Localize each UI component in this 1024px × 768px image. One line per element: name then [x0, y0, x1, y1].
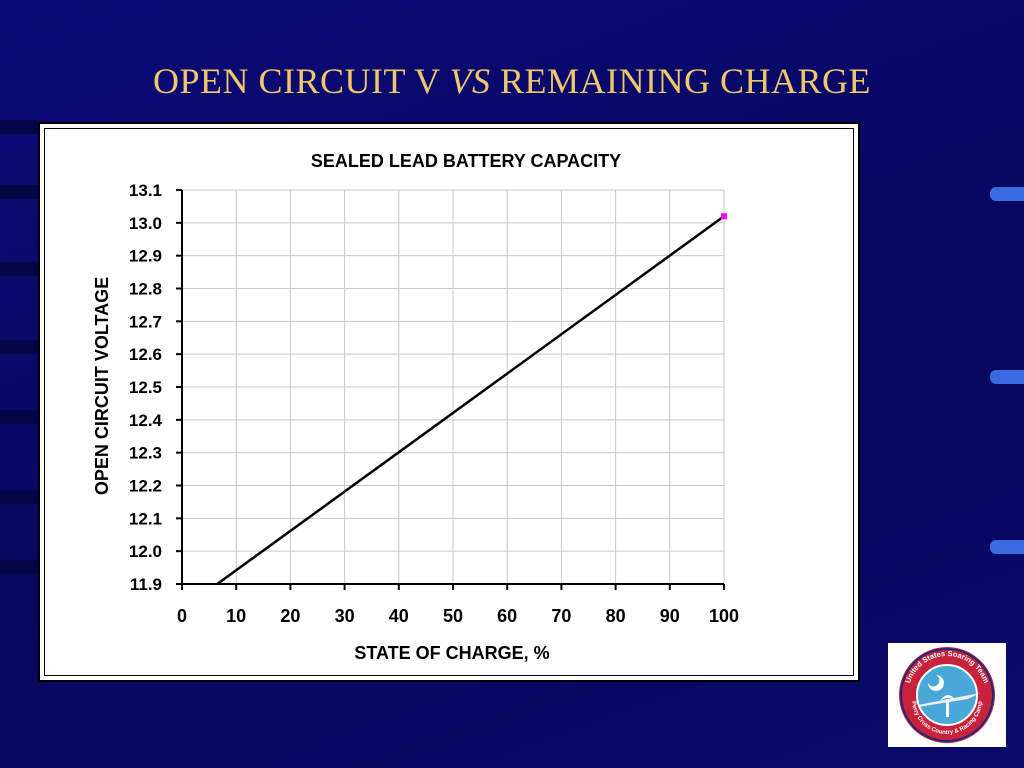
slide-title: OPEN CIRCUIT V VS REMAINING CHARGE: [0, 60, 1024, 102]
y-tick-label: 12.8: [129, 280, 162, 299]
axes: [176, 189, 725, 590]
slide-title-italic: VS: [449, 61, 491, 101]
y-tick-label: 12.1: [129, 509, 162, 528]
y-tick-label: 12.2: [129, 477, 162, 496]
y-tick-label: 13.1: [129, 181, 162, 200]
bg-accent-mark: [990, 540, 1024, 554]
x-tick-label: 40: [389, 606, 409, 626]
x-tick-label: 0: [177, 606, 187, 626]
bg-stripe: [0, 340, 40, 354]
y-axis-label: OPEN CIRCUIT VOLTAGE: [92, 277, 112, 495]
y-tick-label: 12.3: [129, 444, 162, 463]
y-tick-label: 12.6: [129, 345, 162, 364]
y-tick-label: 11.9: [130, 575, 162, 594]
y-tick-label: 12.0: [129, 542, 162, 561]
slide-title-prefix: OPEN CIRCUIT V: [152, 61, 450, 101]
chart: SEALED LEAD BATTERY CAPACITY STATE OF CH…: [92, 151, 739, 663]
x-tick-label: 60: [497, 606, 517, 626]
bg-stripe: [0, 185, 40, 199]
slide-title-suffix: REMAINING CHARGE: [490, 61, 872, 101]
bg-stripe: [0, 560, 40, 574]
y-tick-label: 12.4: [129, 411, 163, 430]
x-tick-label: 100: [709, 606, 739, 626]
logo-seal-icon: United States Soaring Team Perry Cross C…: [899, 647, 995, 743]
x-tick-label: 80: [606, 606, 626, 626]
y-tick-label: 13.0: [129, 214, 162, 233]
bg-stripe: [0, 262, 40, 276]
x-tick-label: 30: [335, 606, 355, 626]
grid: [181, 189, 725, 585]
tick-labels: 0 10 20 30 40 50 60 70 80 90 100 13.1 13.0 12.9 12.8 12…: [129, 181, 739, 626]
series: [216, 213, 727, 586]
chart-title: SEALED LEAD BATTERY CAPACITY: [311, 151, 621, 171]
x-tick-label: 20: [280, 606, 300, 626]
x-tick-label: 70: [551, 606, 571, 626]
x-tick-label: 10: [226, 606, 246, 626]
y-tick-label: 12.7: [129, 312, 162, 331]
x-axis-label: STATE OF CHARGE, %: [354, 643, 549, 663]
y-tick-label: 12.5: [129, 378, 162, 397]
chart-frame: SEALED LEAD BATTERY CAPACITY STATE OF CH…: [38, 122, 860, 682]
bg-accent-mark: [990, 370, 1024, 384]
bg-stripe: [0, 120, 40, 134]
data-point: [721, 213, 727, 220]
series-line: [216, 215, 725, 586]
bg-stripe: [0, 410, 40, 424]
bg-stripe: [0, 490, 40, 504]
x-tick-label: 50: [443, 606, 463, 626]
team-logo: United States Soaring Team Perry Cross C…: [888, 643, 1006, 747]
y-tick-label: 12.9: [129, 247, 162, 266]
x-tick-label: 90: [660, 606, 680, 626]
bg-accent-mark: [990, 187, 1024, 201]
